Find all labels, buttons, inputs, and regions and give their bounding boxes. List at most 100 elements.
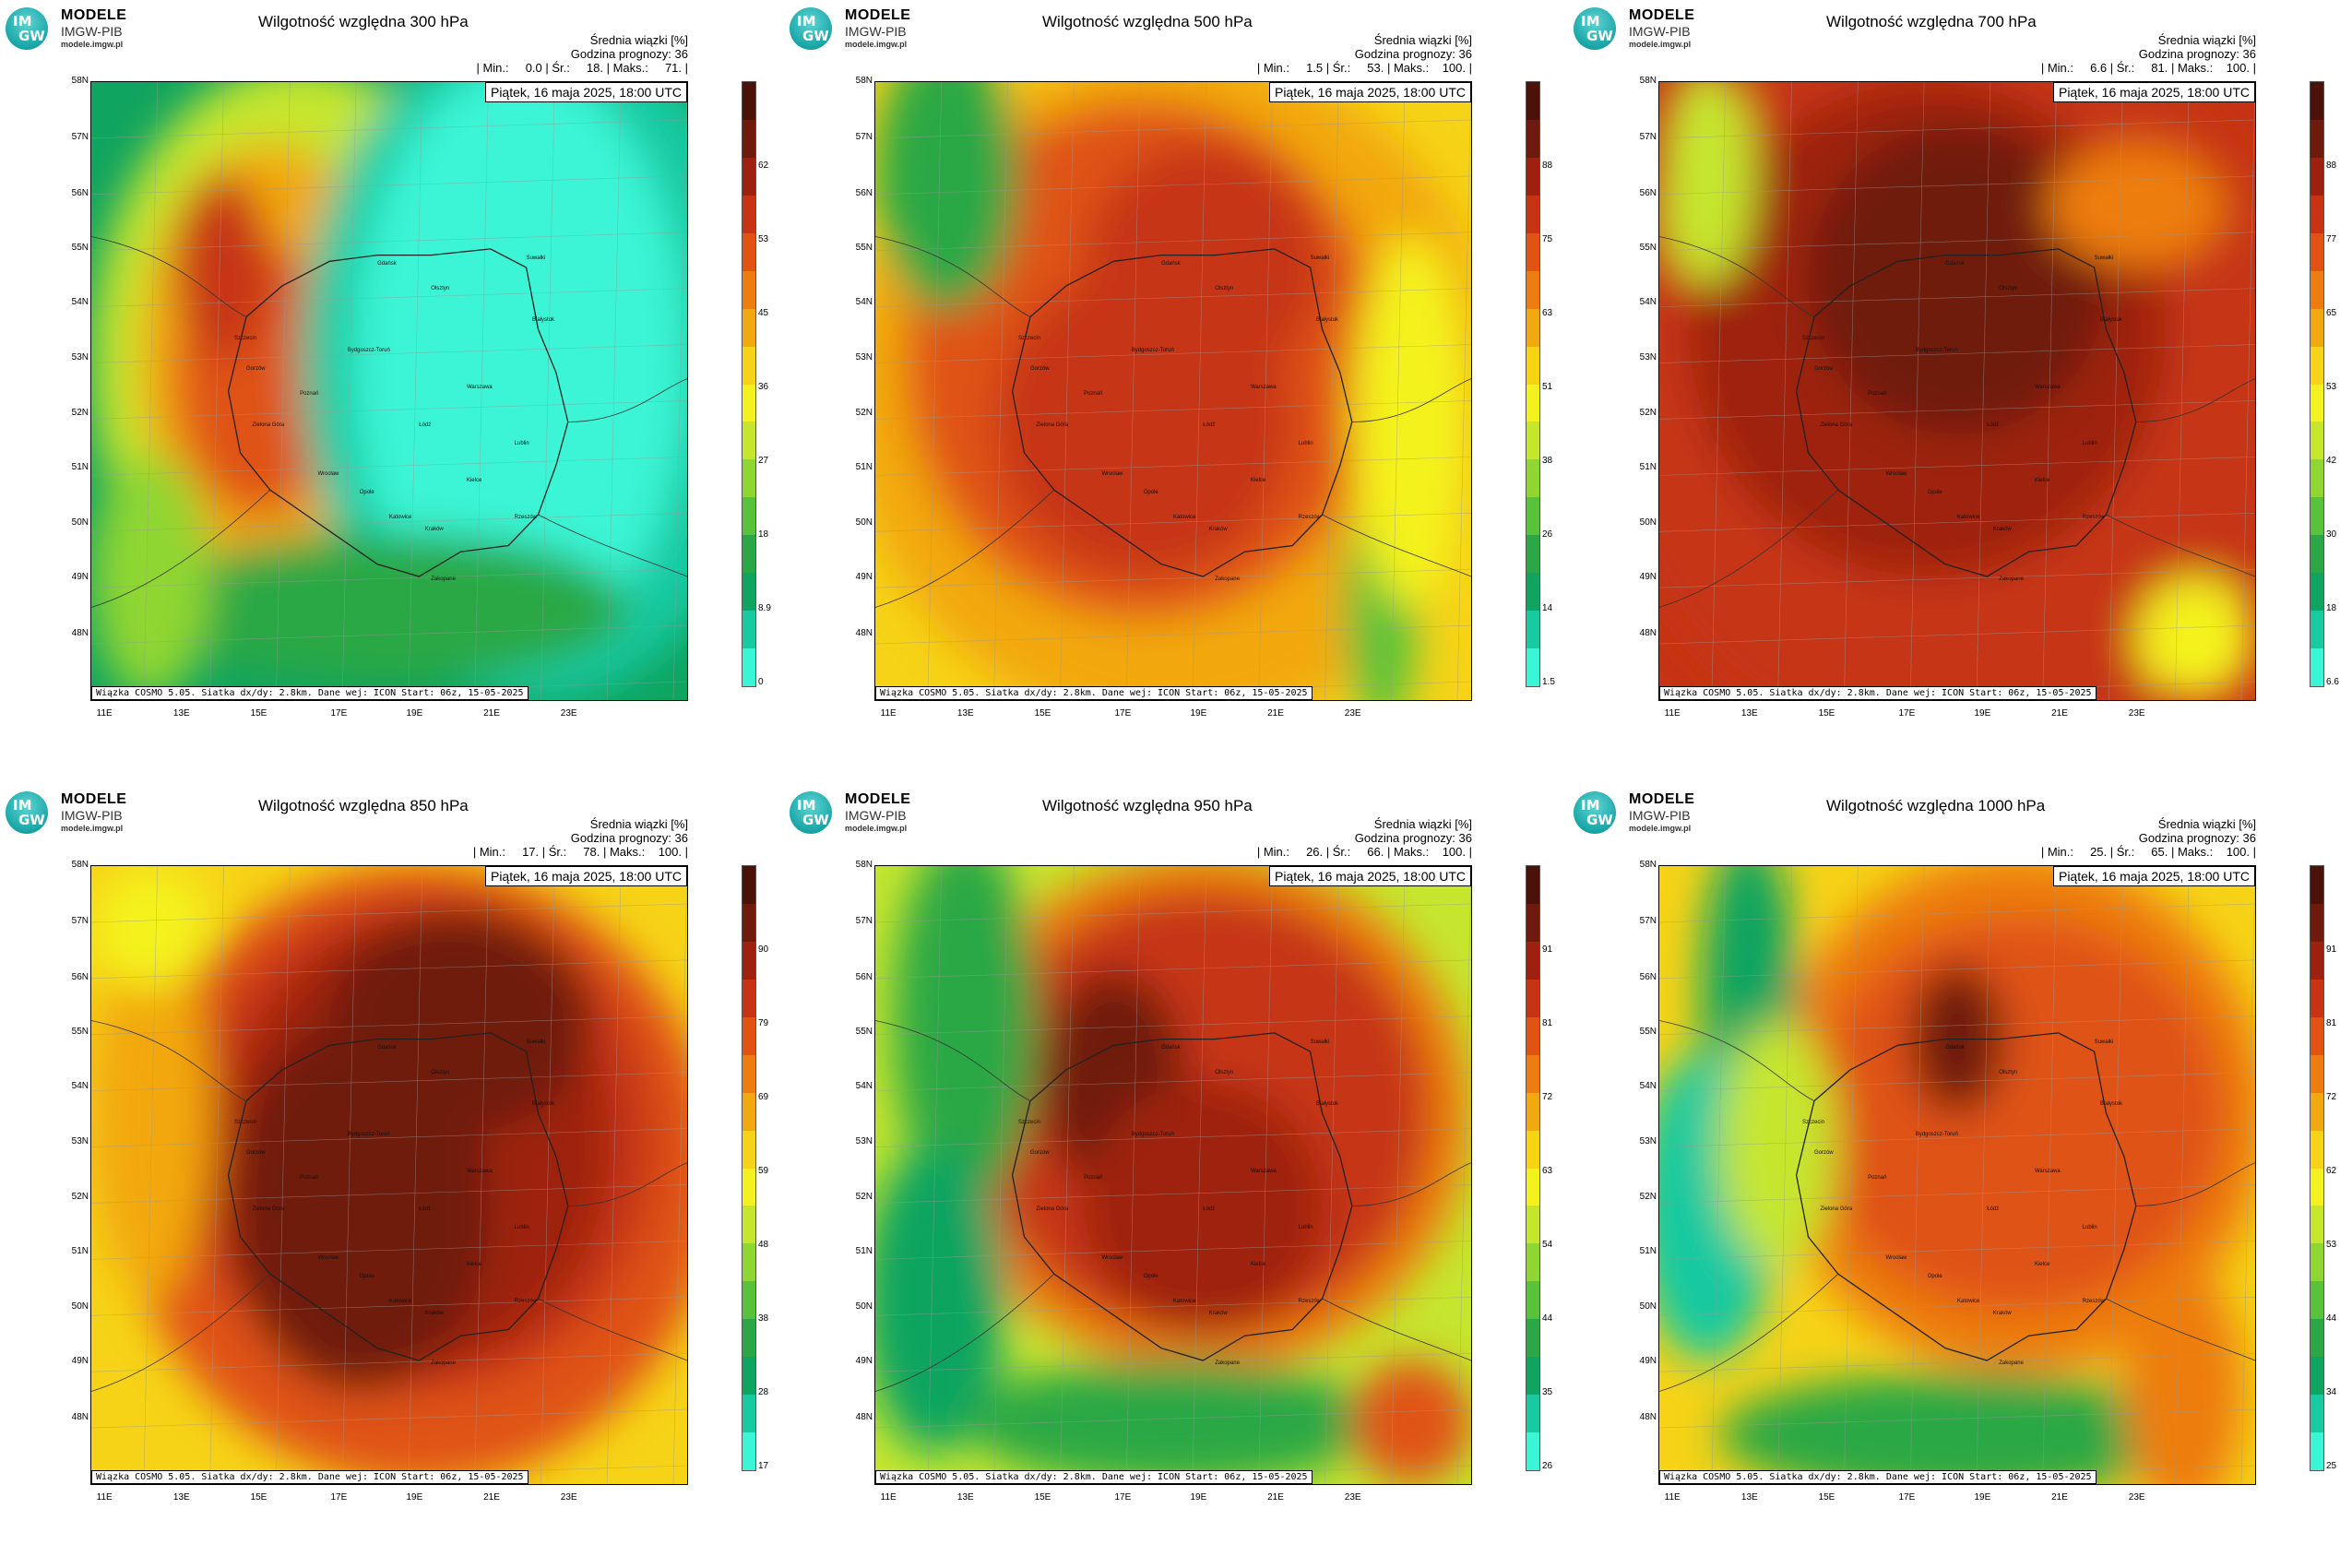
humidity-map[interactable]: Gdańsk Olsztyn Suwałki Szczecin Białystok Byd… — [1658, 81, 2256, 701]
imgw-logo[interactable]: IM GW MODELE IMGW-PIB modele.imgw.pl — [790, 7, 928, 53]
colorbar-label: 51 — [1542, 382, 1553, 392]
colorbar-step — [742, 1319, 755, 1358]
logo-url[interactable]: modele.imgw.pl — [845, 40, 908, 49]
longitude-label: 13E — [1740, 1492, 1758, 1503]
logo-title: MODELE — [1629, 791, 1695, 807]
city-label: Suwałki — [2094, 255, 2114, 261]
imgw-logo[interactable]: IM GW MODELE IMGW-PIB modele.imgw.pl — [6, 791, 144, 837]
longitude-label: 13E — [956, 1492, 974, 1503]
colorbar-step — [1526, 82, 1539, 120]
city-label: Gdańsk — [377, 261, 397, 267]
imgw-logo[interactable]: IM GW MODELE IMGW-PIB modele.imgw.pl — [790, 791, 928, 837]
latitude-label: 50N — [1639, 517, 1657, 529]
poland-border — [1011, 1032, 1353, 1361]
logo-url[interactable]: modele.imgw.pl — [61, 824, 124, 833]
city-label: Bydgoszcz-Toruń — [1915, 348, 1958, 354]
city-label: Gdańsk — [1945, 1045, 1965, 1051]
latitude-label: 48N — [855, 1411, 873, 1422]
city-label: Katowice — [389, 1299, 412, 1304]
latitude-label: 52N — [855, 407, 873, 418]
colorbar-label: 0 — [758, 677, 764, 687]
colorbar-step — [1526, 119, 1539, 158]
colorbar-label: 90 — [758, 944, 769, 955]
imgw-logo[interactable]: IM GW MODELE IMGW-PIB modele.imgw.pl — [6, 7, 144, 53]
city-label: Rzeszów — [514, 515, 537, 520]
latitude-label: 56N — [71, 187, 89, 198]
poland-border — [1795, 248, 2137, 577]
city-label: Rzeszów — [2082, 515, 2105, 520]
longitude-label: 13E — [172, 1492, 190, 1503]
colorbar-step — [2310, 648, 2323, 686]
latitude-label: 53N — [855, 352, 873, 363]
humidity-map[interactable]: Gdańsk Olsztyn Suwałki Szczecin Białystok Byd… — [1658, 865, 2256, 1485]
latitude-label: 50N — [71, 1301, 89, 1313]
colorbar-label: 26 — [1542, 529, 1553, 540]
latitude-label: 53N — [71, 352, 89, 363]
imgw-logo-icon: IM GW — [1574, 7, 1616, 50]
latitude-label: 51N — [1639, 461, 1657, 472]
model-footer: Wiązka COSMO 5.05. Siatka dx/dy: 2.8km. … — [1659, 686, 2097, 700]
logo-letters-im: IM — [797, 797, 816, 814]
city-label: Lublin — [2082, 1224, 2097, 1230]
colorbar-step — [1526, 535, 1539, 574]
colorbar-step — [1526, 648, 1539, 686]
colorbar-label: 79 — [758, 1018, 769, 1028]
latitude-label: 52N — [1639, 407, 1657, 418]
city-label: Lublin — [1298, 1224, 1313, 1230]
colorbar-step — [742, 384, 755, 422]
info-stats: | Min.: 17. | Śr.: 78. | Maks.: 100. | — [472, 845, 688, 859]
humidity-map[interactable]: Gdańsk Olsztyn Suwałki Szczecin Białystok Byd… — [90, 81, 688, 701]
colorbar-step — [742, 1130, 755, 1169]
longitude-label: 15E — [1818, 1492, 1835, 1503]
colorbar-step — [742, 903, 755, 942]
colorbar-label: 27 — [758, 456, 769, 466]
imgw-logo[interactable]: IM GW MODELE IMGW-PIB modele.imgw.pl — [1574, 7, 1712, 53]
logo-url[interactable]: modele.imgw.pl — [61, 40, 124, 49]
humidity-map[interactable]: Gdańsk Olsztyn Suwałki Szczecin Białystok Byd… — [874, 865, 1472, 1485]
city-label: Łódź — [1987, 422, 2000, 428]
colorbar-step — [1526, 1016, 1539, 1055]
forecast-panel-p850: IM GW MODELE IMGW-PIB modele.imgw.pl Wil… — [0, 784, 784, 1568]
colorbar-step — [742, 1168, 755, 1206]
colorbar-step — [2310, 157, 2323, 196]
city-label: Wrocław — [317, 471, 339, 478]
logo-url[interactable]: modele.imgw.pl — [1629, 824, 1692, 833]
logo-url[interactable]: modele.imgw.pl — [1629, 40, 1692, 49]
colorbar-label: 6.6 — [2326, 677, 2339, 687]
city-label: Zielona Góra — [1036, 1206, 1069, 1212]
colorbar-step — [2310, 270, 2323, 309]
colorbar-step — [2310, 1130, 2323, 1169]
longitude-label: 23E — [2128, 1492, 2145, 1503]
city-label: Szczecin — [1018, 335, 1041, 341]
longitude-label: 19E — [1974, 708, 1991, 719]
latitude-label: 57N — [71, 916, 89, 927]
colorbar-step — [742, 1243, 755, 1282]
forecast-panel-p300: IM GW MODELE IMGW-PIB modele.imgw.pl Wil… — [0, 0, 784, 784]
logo-url[interactable]: modele.imgw.pl — [845, 824, 908, 833]
map-field — [1659, 82, 2255, 700]
city-label: Poznań — [1084, 391, 1103, 397]
humidity-map[interactable]: Gdańsk Olsztyn Suwałki Szczecin Białystok Byd… — [874, 81, 1472, 701]
map-field — [875, 82, 1471, 700]
city-label: Warszawa — [466, 385, 493, 391]
colorbar — [1526, 865, 1540, 1471]
city-label: Kraków — [424, 527, 444, 533]
city-label: Białystok — [2100, 316, 2123, 323]
latitude-label: 53N — [71, 1136, 89, 1147]
latitude-label: 49N — [71, 1356, 89, 1367]
imgw-logo-icon: IM GW — [6, 7, 48, 50]
longitude-label: 21E — [2051, 1492, 2068, 1503]
longitude-label: 15E — [250, 708, 267, 719]
humidity-map[interactable]: Gdańsk Olsztyn Suwałki Szczecin Białystok Byd… — [90, 865, 688, 1485]
imgw-logo[interactable]: IM GW MODELE IMGW-PIB modele.imgw.pl — [1574, 791, 1712, 837]
city-label: Gorzów — [1813, 1150, 1834, 1157]
colorbar-step — [1526, 1357, 1539, 1396]
latitude-label: 57N — [71, 132, 89, 143]
longitude-label: 23E — [2128, 708, 2145, 719]
colorbar-step — [742, 157, 755, 196]
colorbar-label: 38 — [1542, 456, 1553, 466]
panel-info: Średnia wiązki [%] Godzina prognozy: 36 … — [2041, 817, 2256, 859]
panel-title: Wilgotność względna 950 hPa — [1042, 797, 1253, 814]
longitude-label: 23E — [560, 708, 577, 719]
city-label: Olsztyn — [1215, 1070, 1234, 1076]
